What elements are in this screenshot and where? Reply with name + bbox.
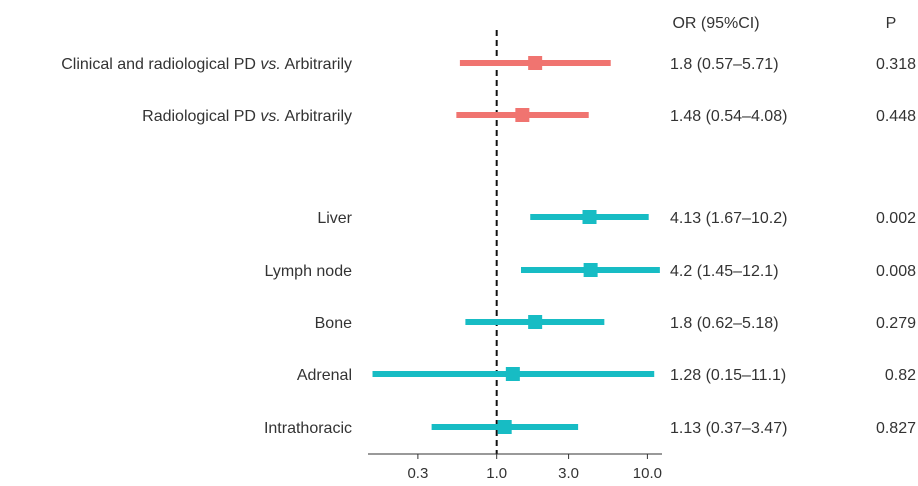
or-value: 4.2 (1.45–12.1) (670, 263, 779, 280)
row-label: Bone (315, 315, 352, 332)
or-column-header: OR (95%CI) (672, 15, 759, 32)
forest-rows: Clinical and radiological PD vs. Arbitra… (61, 56, 916, 437)
row-label-tail: Arbitrarily (281, 108, 352, 125)
row-label: Lymph node (265, 263, 353, 280)
or-point (528, 315, 543, 329)
row-label: Intrathoracic (264, 420, 352, 437)
forest-row: Clinical and radiological PD vs. Arbitra… (61, 56, 916, 73)
row-label-main: Liver (317, 210, 352, 227)
row-label-tail: Arbitrarily (281, 56, 352, 73)
row-label-main: Adrenal (297, 367, 352, 384)
x-tick-label: 1.0 (486, 465, 507, 482)
or-value: 1.8 (0.57–5.71) (670, 56, 779, 73)
row-label: Radiological PD vs. Arbitrarily (142, 108, 352, 125)
forest-row: Lymph node 4.2 (1.45–12.1) 0.008 (265, 263, 916, 280)
p-value: 0.827 (876, 420, 916, 437)
row-label: Adrenal (297, 367, 352, 384)
or-value: 1.48 (0.54–4.08) (670, 108, 787, 125)
or-point (515, 108, 530, 122)
row-label-main: Lymph node (265, 263, 353, 280)
or-value: 1.13 (0.37–3.47) (670, 420, 787, 437)
p-value: 0.448 (876, 108, 916, 125)
p-value: 0.002 (876, 210, 916, 227)
row-label-main: Clinical and radiological PD (61, 56, 260, 73)
row-label-main: Intrathoracic (264, 420, 352, 437)
row-label-em: vs. (260, 108, 280, 125)
forest-row: Radiological PD vs. Arbitrarily 1.48 (0.5… (142, 108, 916, 125)
x-axis: 0.3 1.0 3.0 10.0 (368, 453, 662, 482)
or-point (582, 210, 597, 224)
x-tick-label: 10.0 (633, 465, 662, 482)
or-point (505, 367, 520, 381)
p-value: 0.82 (885, 367, 916, 384)
p-column-header: P (886, 15, 897, 32)
p-value: 0.318 (876, 56, 916, 73)
forest-row: Intrathoracic 1.13 (0.37–3.47) 0.827 (264, 420, 916, 437)
column-headers: OR (95%CI) P (672, 15, 896, 32)
or-value: 1.8 (0.62–5.18) (670, 315, 779, 332)
or-point (528, 56, 543, 70)
row-label: Clinical and radiological PD vs. Arbitra… (61, 56, 352, 73)
forest-row: Bone 1.8 (0.62–5.18) 0.279 (315, 315, 916, 332)
or-point (497, 420, 512, 434)
or-value: 1.28 (0.15–11.1) (670, 367, 786, 384)
row-label-main: Bone (315, 315, 352, 332)
x-tick-label: 0.3 (407, 465, 428, 482)
forest-row: Adrenal 1.28 (0.15–11.1) 0.82 (297, 367, 916, 384)
row-label-em: vs. (260, 56, 280, 73)
row-label: Liver (317, 210, 352, 227)
or-value: 4.13 (1.67–10.2) (670, 210, 787, 227)
x-tick-label: 3.0 (558, 465, 579, 482)
p-value: 0.279 (876, 315, 916, 332)
p-value: 0.008 (876, 263, 916, 280)
forest-row: Liver 4.13 (1.67–10.2) 0.002 (317, 210, 916, 227)
or-point (583, 263, 598, 277)
row-label-main: Radiological PD (142, 108, 260, 125)
